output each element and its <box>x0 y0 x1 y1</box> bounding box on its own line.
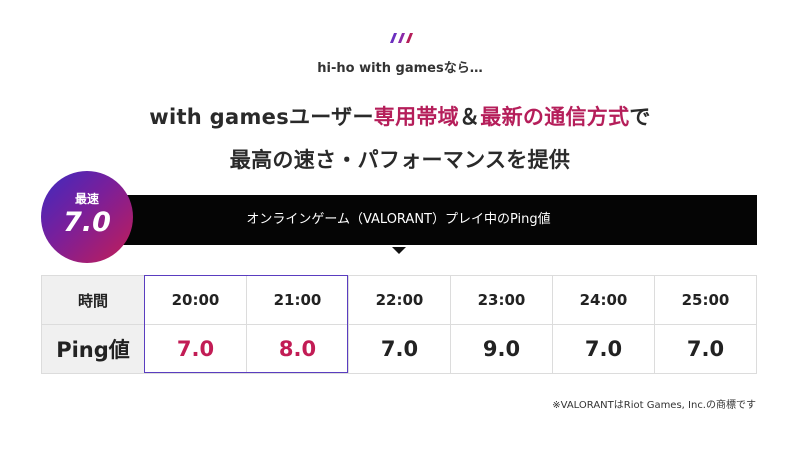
headline-text: with gamesユーザー <box>149 105 374 129</box>
headline: with gamesユーザー専用帯域＆最新の通信方式で 最高の速さ・パフォーマン… <box>0 96 800 182</box>
ping-cell: 7.0 <box>348 324 451 374</box>
ping-cell: 8.0 <box>246 324 349 374</box>
stripes-decoration-icon <box>390 33 413 43</box>
time-header: 時間 <box>41 275 145 325</box>
headline-accent-method: 最新の通信方式 <box>480 105 630 129</box>
time-row: 時間 20:00 21:00 22:00 23:00 24:00 25:00 <box>41 275 757 325</box>
badge-label: 最速 <box>74 192 99 206</box>
headline-accent-bandwidth: 専用帯域 <box>373 105 459 129</box>
ping-cell: 7.0 <box>144 324 247 374</box>
time-cell: 25:00 <box>654 275 757 325</box>
ping-cell: 7.0 <box>654 324 757 374</box>
banner-title: オンラインゲーム（VALORANT）プレイ中のPing値 <box>246 212 551 227</box>
time-cell: 22:00 <box>348 275 451 325</box>
badge-value: 7.0 <box>63 207 111 238</box>
trademark-footnote: ※VALORANTはRiot Games, Inc.の商標です <box>552 400 756 411</box>
ping-cell: 7.0 <box>552 324 655 374</box>
ping-row: Ping値 7.0 8.0 7.0 9.0 7.0 7.0 <box>41 324 757 374</box>
headline-text: で <box>629 105 651 129</box>
time-cell: 20:00 <box>144 275 247 325</box>
ping-table: 時間 20:00 21:00 22:00 23:00 24:00 25:00 P… <box>41 275 757 374</box>
headline-text: ＆ <box>458 105 481 129</box>
time-cell: 24:00 <box>552 275 655 325</box>
headline-line-2: 最高の速さ・パフォーマンスを提供 <box>229 148 571 172</box>
fastest-badge: 最速 7.0 <box>41 171 133 263</box>
down-arrow-icon <box>392 247 406 254</box>
ping-cell: 9.0 <box>450 324 553 374</box>
headline-line-1: with gamesユーザー専用帯域＆最新の通信方式で <box>0 96 800 139</box>
ping-banner <box>100 195 757 245</box>
time-cell: 23:00 <box>450 275 553 325</box>
ping-header: Ping値 <box>41 324 145 374</box>
intro-text: hi-ho with gamesなら… <box>317 61 483 76</box>
time-cell: 21:00 <box>246 275 349 325</box>
